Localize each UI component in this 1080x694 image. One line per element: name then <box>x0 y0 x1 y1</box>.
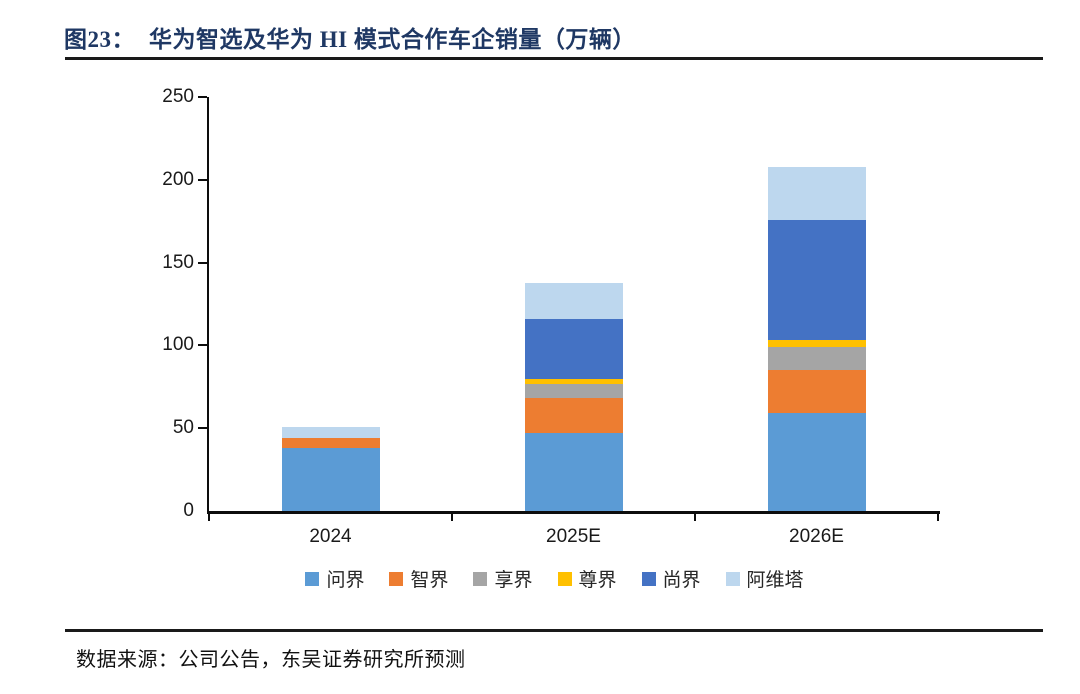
y-axis-tick-label: 150 <box>162 251 194 273</box>
bar-segment <box>524 282 623 319</box>
legend-swatch <box>305 571 320 586</box>
x-axis-tick-mark <box>208 514 210 521</box>
legend-swatch <box>557 571 572 586</box>
legend-item: 尊界 <box>557 565 617 592</box>
x-axis-category-label: 2026E <box>789 526 844 547</box>
chart-plot-area: 0 50 100 150 200 250 2024 2025E 2026E <box>162 86 940 547</box>
bar-segment <box>281 448 380 511</box>
y-axis-line <box>207 97 209 514</box>
title-divider <box>65 57 1043 60</box>
bar-segment <box>767 347 866 371</box>
bar-segment <box>524 378 623 384</box>
bar-segment <box>767 413 866 511</box>
legend-swatch <box>389 571 404 586</box>
stacked-bar-2025e <box>524 282 623 511</box>
stacked-bar-2026e <box>767 166 866 511</box>
legend-label: 智界 <box>410 570 449 591</box>
bar-segment <box>281 426 380 439</box>
y-axis-tick-mark <box>198 261 207 264</box>
bar-segment <box>281 438 380 449</box>
figure-title: 图23： 华为智选及华为 HI 模式合作车企销量（万辆） <box>64 20 636 54</box>
x-axis-line <box>207 511 940 514</box>
legend-item: 尚界 <box>641 565 701 592</box>
y-axis-tick-label: 200 <box>162 168 194 190</box>
legend-swatch <box>641 571 656 586</box>
legend-swatch <box>473 571 488 586</box>
bar-segment <box>524 383 623 399</box>
data-source-note: 数据来源：公司公告，东吴证券研究所预测 <box>76 649 466 671</box>
legend-swatch <box>725 571 740 586</box>
bar-segment <box>524 433 623 511</box>
legend-label: 享界 <box>494 570 533 591</box>
x-axis-category-label: 2025E <box>546 526 601 547</box>
legend-item: 问界 <box>305 565 364 592</box>
source-divider <box>65 629 1043 632</box>
figure-number-label: 图23： <box>64 27 135 52</box>
legend-label: 尚界 <box>662 570 701 591</box>
y-axis-tick-label: 0 <box>183 500 194 521</box>
x-axis-tick-mark <box>694 514 696 521</box>
bar-segment <box>767 166 866 220</box>
bar-segment <box>767 219 866 341</box>
y-axis-tick-mark <box>198 344 207 347</box>
y-axis-tick-mark <box>198 427 207 430</box>
y-axis-tick-mark <box>198 178 207 181</box>
legend-label: 阿维塔 <box>746 570 804 591</box>
y-axis-tick-label: 50 <box>172 417 194 439</box>
x-axis-category-label: 2024 <box>309 526 352 547</box>
bar-segment <box>524 318 623 379</box>
legend-item: 智界 <box>389 565 448 592</box>
bar-segment <box>767 370 866 414</box>
y-axis-tick-label: 250 <box>162 86 194 107</box>
bar-segment <box>524 398 623 434</box>
x-axis-tick-mark <box>937 514 939 521</box>
y-axis-tick-label: 100 <box>162 334 194 356</box>
x-axis-tick-mark <box>451 514 453 521</box>
bar-segment <box>767 340 866 348</box>
legend-label: 尊界 <box>578 570 617 591</box>
chart-legend: 问界 智界 享界 尊界 尚界 阿维塔 <box>190 565 919 592</box>
legend-item: 阿维塔 <box>725 565 804 592</box>
figure-title-text: 华为智选及华为 HI 模式合作车企销量（万辆） <box>149 27 636 52</box>
legend-item: 享界 <box>473 565 533 592</box>
legend-label: 问界 <box>326 570 365 591</box>
y-axis-tick-mark <box>198 96 207 98</box>
stacked-bar-2024 <box>281 426 380 511</box>
